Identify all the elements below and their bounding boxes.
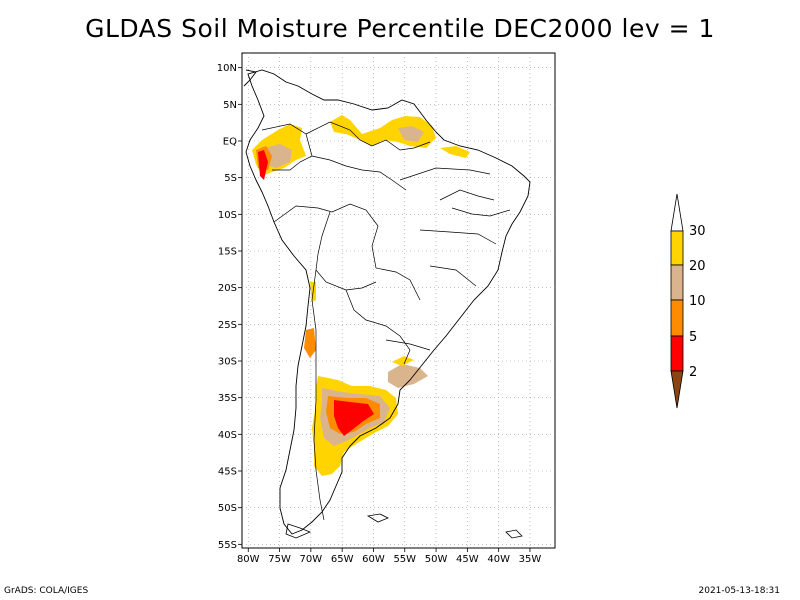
region-north-tan — [398, 126, 424, 142]
islands — [285, 513, 523, 539]
lon-tick-label: 50W — [425, 554, 448, 565]
colorbar-20-30 — [670, 230, 684, 266]
longitude-ticks: 80W 75W 70W 65W 60W 55W 50W 45W 40W 35W — [237, 548, 541, 565]
colorbar-label-5: 5 — [689, 330, 697, 345]
coastline — [243, 69, 531, 535]
region-uruguay-yellow — [392, 356, 414, 366]
region-coast-yellow — [440, 146, 470, 158]
lat-tick-label: 10N — [217, 63, 237, 74]
lat-tick-label: 30S — [218, 357, 237, 368]
lat-tick-label: 45S — [218, 467, 237, 478]
colorbar-5-10 — [670, 299, 684, 337]
lat-tick-label: 35S — [218, 393, 237, 404]
lon-tick-label: 80W — [237, 554, 260, 565]
lon-tick-label: 75W — [268, 554, 291, 565]
latitude-ticks: 10N 5N EQ 5S 10S 15S 20S 25S 30S 35S 40S 45S 50S 55S — [217, 63, 242, 551]
lat-tick-label: 50S — [218, 503, 237, 514]
lat-tick-label: 25S — [218, 320, 237, 331]
lat-tick-label: 20S — [218, 283, 237, 294]
region-ecuador-red — [258, 150, 268, 180]
region-andes-orange — [304, 328, 316, 358]
lat-tick-label: 15S — [218, 247, 237, 258]
lon-tick-label: 35W — [519, 554, 542, 565]
lat-tick-label: 40S — [218, 430, 237, 441]
lat-tick-label: EQ — [223, 137, 237, 148]
lon-tick-label: 70W — [300, 554, 323, 565]
lat-tick-label: 10S — [218, 210, 237, 221]
colorbar-label-30: 30 — [689, 224, 706, 239]
colorbar-below-2 — [670, 370, 684, 409]
lat-tick-label: 5N — [223, 100, 237, 111]
region-ecuador-tan — [264, 144, 292, 168]
lon-tick-label: 65W — [331, 554, 354, 565]
timestamp: 2021-05-13-18:31 — [698, 586, 781, 596]
colorbar-2-5 — [670, 335, 684, 372]
country-borders — [261, 121, 511, 521]
region-argentina-red — [334, 400, 374, 436]
lon-tick-label: 55W — [393, 554, 416, 565]
colorbar-label-2: 2 — [689, 365, 697, 380]
colorbar-10-20 — [670, 264, 684, 301]
colorbar-label-20: 20 — [689, 259, 706, 274]
credit-text: GrADS: COLA/IGES — [4, 586, 89, 596]
lon-tick-label: 40W — [487, 554, 510, 565]
lon-tick-label: 45W — [456, 554, 479, 565]
lon-tick-label: 60W — [362, 554, 385, 565]
gridlines — [242, 53, 555, 548]
colorbar: 30 20 10 5 2 — [670, 193, 706, 409]
lat-tick-label: 5S — [224, 173, 237, 184]
colorbar-above-30 — [670, 193, 684, 232]
colorbar-label-10: 10 — [689, 294, 706, 309]
map-title: GLDAS Soil Moisture Percentile DEC2000 l… — [85, 14, 715, 43]
lat-tick-label: 55S — [218, 540, 237, 551]
